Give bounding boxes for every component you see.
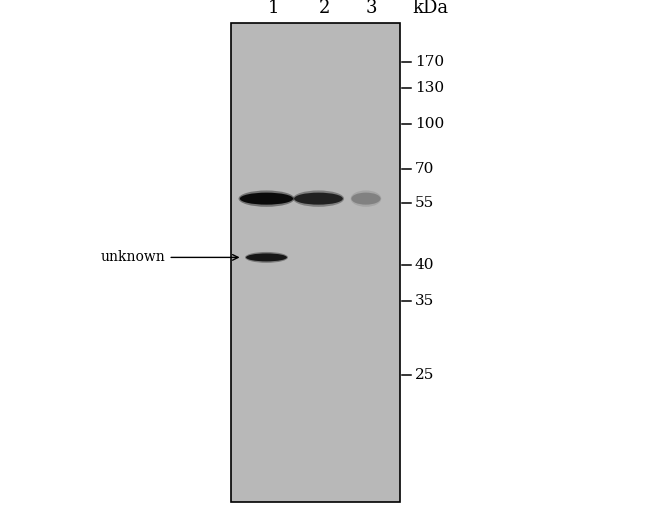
Ellipse shape xyxy=(240,192,293,205)
Ellipse shape xyxy=(351,192,381,205)
Text: 1: 1 xyxy=(267,0,279,17)
Text: 130: 130 xyxy=(415,82,444,95)
Text: 2: 2 xyxy=(319,0,331,17)
Text: kDa: kDa xyxy=(413,0,449,17)
Ellipse shape xyxy=(239,190,294,207)
Bar xyxy=(231,23,400,502)
Ellipse shape xyxy=(293,190,344,207)
Ellipse shape xyxy=(245,252,288,263)
Text: 3: 3 xyxy=(366,0,378,17)
Text: 170: 170 xyxy=(415,56,444,69)
Ellipse shape xyxy=(294,192,343,205)
Ellipse shape xyxy=(246,253,287,262)
Text: unknown: unknown xyxy=(101,251,238,264)
Text: 100: 100 xyxy=(415,117,444,131)
Text: 55: 55 xyxy=(415,196,434,210)
Text: 70: 70 xyxy=(415,162,434,176)
Text: 35: 35 xyxy=(415,294,434,307)
Text: 40: 40 xyxy=(415,258,434,272)
Ellipse shape xyxy=(350,190,382,207)
Text: 25: 25 xyxy=(415,369,434,382)
